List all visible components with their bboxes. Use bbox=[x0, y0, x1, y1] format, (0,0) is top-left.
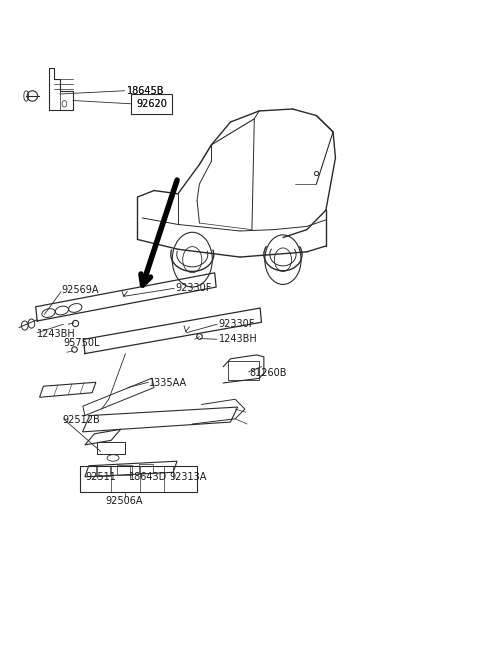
Text: 92620: 92620 bbox=[136, 99, 167, 109]
Bar bbox=[96, 466, 110, 476]
Text: 92512B: 92512B bbox=[62, 415, 100, 425]
Text: 81260B: 81260B bbox=[250, 368, 287, 378]
Bar bbox=[131, 94, 172, 113]
Bar bbox=[117, 465, 132, 474]
Text: 18645B: 18645B bbox=[127, 86, 164, 96]
Text: 92330F: 92330F bbox=[176, 284, 212, 293]
Text: 92313A: 92313A bbox=[169, 472, 207, 482]
Text: 92569A: 92569A bbox=[61, 285, 98, 295]
Text: 18645B: 18645B bbox=[127, 86, 164, 96]
Text: 1243BH: 1243BH bbox=[218, 334, 257, 345]
Text: 18643D: 18643D bbox=[129, 472, 168, 482]
Text: 92511: 92511 bbox=[85, 472, 116, 482]
Bar bbox=[80, 466, 197, 492]
Text: 92330F: 92330F bbox=[218, 319, 255, 329]
Text: 95750L: 95750L bbox=[63, 337, 100, 348]
Bar bbox=[228, 362, 259, 380]
Text: 1243BH: 1243BH bbox=[37, 329, 76, 339]
Bar bbox=[139, 464, 153, 474]
Bar bbox=[97, 442, 125, 454]
Text: 92506A: 92506A bbox=[106, 496, 143, 506]
Text: 1335AA: 1335AA bbox=[149, 378, 188, 388]
Text: 92620: 92620 bbox=[136, 99, 167, 109]
